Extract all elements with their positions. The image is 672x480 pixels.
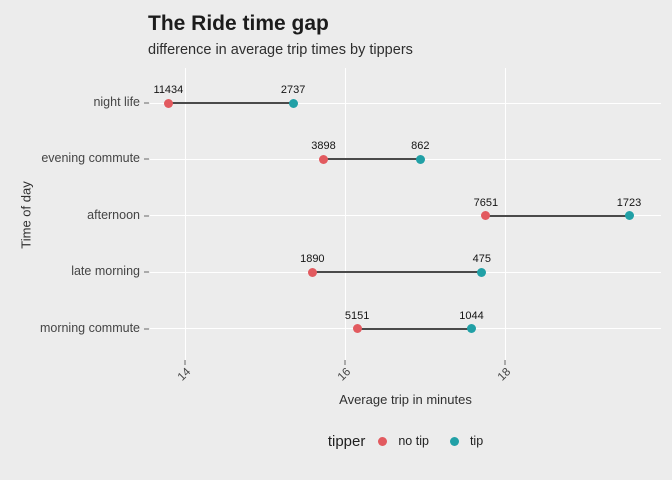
- x-tick-label: 16: [336, 366, 354, 384]
- y-tick-label: evening commute: [41, 151, 140, 166]
- legend-dot-icon: [449, 436, 459, 446]
- dumbbell-connector: [357, 327, 472, 330]
- data-point-no-tip: [307, 267, 317, 277]
- count-label: 2737: [280, 84, 306, 96]
- legend: tipper no tip tip: [150, 430, 661, 452]
- data-point-tip: [466, 324, 476, 334]
- y-tick-label: afternoon: [87, 207, 140, 222]
- y-axis-tick: [144, 271, 149, 274]
- legend-items: no tip tip: [378, 434, 483, 448]
- x-tick-label: 18: [496, 366, 514, 384]
- major-gridline-x: [344, 68, 346, 360]
- x-axis-tick: [344, 360, 347, 365]
- major-gridline-y: [150, 215, 661, 217]
- data-point-tip: [477, 267, 487, 277]
- data-point-tip: [415, 154, 425, 164]
- chart-subtitle: difference in average trip times by tipp…: [148, 42, 413, 58]
- legend-item-label: tip: [469, 434, 484, 448]
- legend-item-label: no tip: [398, 434, 429, 448]
- x-axis-tick: [184, 360, 187, 365]
- y-axis-tick: [144, 102, 149, 104]
- data-point-tip: [624, 211, 634, 221]
- count-label: 1723: [616, 196, 642, 209]
- count-label: 862: [411, 140, 430, 153]
- dumbbell-connector: [312, 271, 482, 274]
- count-label: 3898: [311, 140, 336, 153]
- major-gridline-y: [150, 102, 661, 104]
- legend-item-tip: tip: [449, 434, 484, 448]
- x-axis-tick: [504, 360, 507, 365]
- data-point-no-tip: [352, 324, 362, 334]
- legend-dot-icon: [378, 436, 388, 446]
- dumbbell-connector: [168, 102, 294, 104]
- count-label: 11434: [153, 84, 184, 96]
- y-axis-tick: [144, 158, 149, 161]
- data-point-no-tip: [163, 98, 173, 108]
- legend-item-no-tip: no tip: [378, 434, 429, 448]
- y-tick-label: late morning: [71, 264, 140, 279]
- major-gridline-x: [184, 68, 186, 360]
- dumbbell-connector: [323, 158, 421, 161]
- chart-title: The Ride time gap: [148, 12, 329, 35]
- y-tick-label: morning commute: [39, 320, 140, 335]
- count-label: 1044: [459, 309, 484, 322]
- dumbbell-connector: [485, 214, 629, 217]
- count-label: 1890: [300, 253, 325, 266]
- y-axis-tick: [144, 214, 149, 217]
- count-label: 475: [472, 253, 492, 266]
- count-label: 7651: [473, 196, 499, 209]
- data-point-tip: [288, 98, 298, 108]
- legend-title: tipper: [327, 432, 366, 450]
- x-tick-label: 14: [176, 366, 194, 384]
- data-point-no-tip: [481, 211, 491, 221]
- y-tick-label: night life: [93, 95, 140, 109]
- data-point-no-tip: [319, 154, 329, 164]
- count-label: 5151: [344, 309, 370, 322]
- major-gridline-x: [504, 68, 506, 360]
- plot-panel: 11434 2737 3898 862 7651 1723 1890 475 5151 1044: [150, 68, 661, 360]
- x-axis-title: Average trip in minutes: [339, 392, 472, 407]
- y-axis-tick: [144, 327, 149, 330]
